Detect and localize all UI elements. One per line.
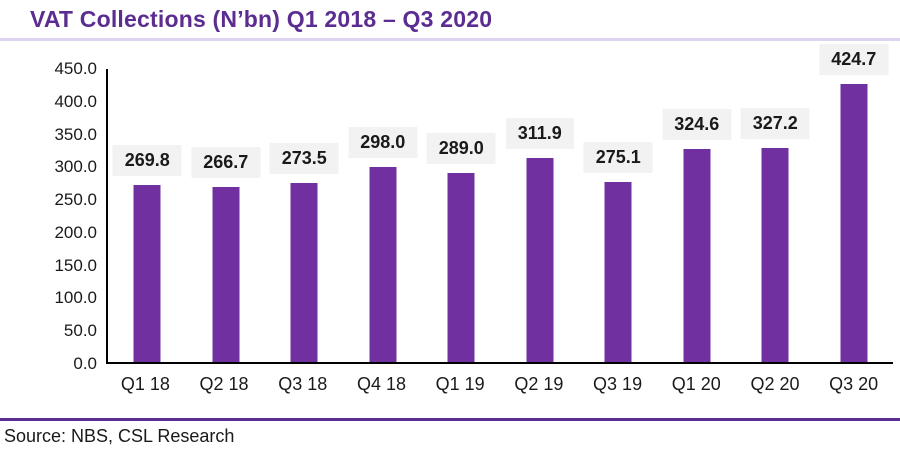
bar-value-label-q3-20: 424.7 xyxy=(819,44,889,75)
x-tick-label: Q1 20 xyxy=(671,374,721,394)
bar-q2-18 xyxy=(212,187,240,362)
y-tick-label: 300.0 xyxy=(54,157,97,177)
x-tick-label: Q2 19 xyxy=(514,374,564,394)
y-tick-label: 200.0 xyxy=(54,222,97,242)
y-tick-label: 50.0 xyxy=(63,321,97,341)
y-tick-label: 350.0 xyxy=(54,124,97,144)
x-tick-label: Q1 18 xyxy=(120,374,170,394)
bar-value-label-q2-18: 266.7 xyxy=(191,147,261,178)
bar-slot: 289.0 xyxy=(422,69,501,362)
bar-q2-19 xyxy=(526,158,554,362)
bar-slot: 273.5 xyxy=(265,69,344,362)
y-tick-label: 400.0 xyxy=(54,91,97,111)
y-tick-label: 250.0 xyxy=(54,190,97,210)
bar-slot: 266.7 xyxy=(187,69,266,362)
bar-slot: 269.8 xyxy=(108,69,187,362)
x-tick-label: Q3 18 xyxy=(278,374,328,394)
bar-q1-18 xyxy=(133,185,161,362)
y-tick-label: 150.0 xyxy=(54,255,97,275)
bar-value-label-q1-20: 324.6 xyxy=(662,109,732,140)
bar-value-label-q3-19: 275.1 xyxy=(583,142,653,173)
bar-q3-18 xyxy=(290,183,318,362)
x-tick-label: Q2 18 xyxy=(199,374,249,394)
x-tick-label: Q3 19 xyxy=(593,374,643,394)
bar-slot: 424.7 xyxy=(815,44,894,362)
bar-slot: 327.2 xyxy=(736,69,815,362)
bar-value-label-q4-18: 298.0 xyxy=(348,127,418,158)
plot-area: 269.8 266.7 273.5 298.0 289.0 311.9 275.1 324.6… xyxy=(106,44,894,364)
bar-slot: 324.6 xyxy=(658,69,737,362)
bar-value-label-q1-19: 289.0 xyxy=(426,133,496,164)
bar-slot: 298.0 xyxy=(344,69,423,362)
bar-value-label-q1-18: 269.8 xyxy=(112,145,182,176)
bar-q3-20 xyxy=(840,84,868,362)
footer-divider-rule xyxy=(0,418,900,421)
bar-q3-19 xyxy=(604,182,632,362)
bar-slot: 275.1 xyxy=(579,69,658,362)
bar-q4-18 xyxy=(369,167,397,362)
y-tick-label: 0.0 xyxy=(73,354,97,373)
y-tick-label: 450.0 xyxy=(54,59,97,78)
x-tick-label: Q4 18 xyxy=(356,374,406,394)
y-axis-labels: 450.0 400.0 350.0 300.0 250.0 200.0 150.0 100.0… xyxy=(0,0,97,420)
y-tick-label: 100.0 xyxy=(54,288,97,308)
source-text: Source: NBS, CSL Research xyxy=(4,426,235,446)
bar-value-label-q3-18: 273.5 xyxy=(269,143,339,174)
bar-q2-20 xyxy=(761,148,789,362)
x-tick-label: Q1 19 xyxy=(435,374,485,394)
bar-value-label-q2-19: 311.9 xyxy=(505,118,574,149)
x-tick-label: Q3 20 xyxy=(829,374,879,394)
x-tick-label: Q2 20 xyxy=(750,374,800,394)
chart-title: VAT Collections (N’bn) Q1 2018 – Q3 2020 xyxy=(30,6,493,32)
title-divider-rule xyxy=(0,38,900,41)
bar-slot: 311.9 xyxy=(501,69,580,362)
bar-q1-20 xyxy=(683,149,711,362)
bar-q1-19 xyxy=(447,173,475,362)
bar-value-label-q2-20: 327.2 xyxy=(740,108,810,139)
x-axis-labels: Q1 18 Q2 18 Q3 18 Q4 18 Q1 19 Q2 19 Q3 19 Q1 20… xyxy=(106,374,893,400)
